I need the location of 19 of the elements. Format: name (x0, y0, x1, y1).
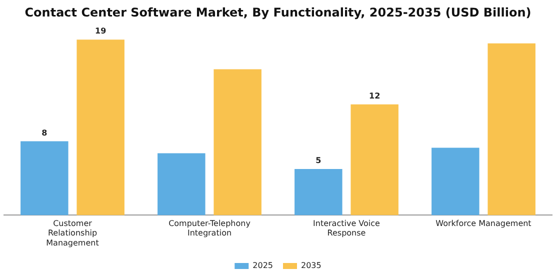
bar (20, 141, 68, 216)
bar (76, 40, 124, 216)
chart-title: Contact Center Software Market, By Functionality, 2025-2035 (USD Billion) (24, 5, 532, 20)
x-tick-label: Interactive Voice Response (313, 219, 380, 238)
bar (488, 43, 536, 216)
bar (158, 153, 206, 216)
x-tick-label: Customer Relationship Management (46, 219, 99, 248)
bar (432, 148, 480, 216)
data-label: 8 (42, 128, 48, 138)
bar (294, 169, 342, 216)
legend-label: 2035 (301, 261, 322, 270)
legend-label: 2025 (252, 261, 273, 270)
x-tick-label: Workforce Management (436, 219, 532, 228)
data-label: 5 (316, 156, 322, 166)
data-label: 12 (369, 91, 380, 100)
bar (350, 104, 398, 216)
data-label: 19 (95, 26, 107, 36)
x-tick-label: Computer-Telephony Integration (168, 219, 251, 238)
bar (214, 69, 262, 216)
